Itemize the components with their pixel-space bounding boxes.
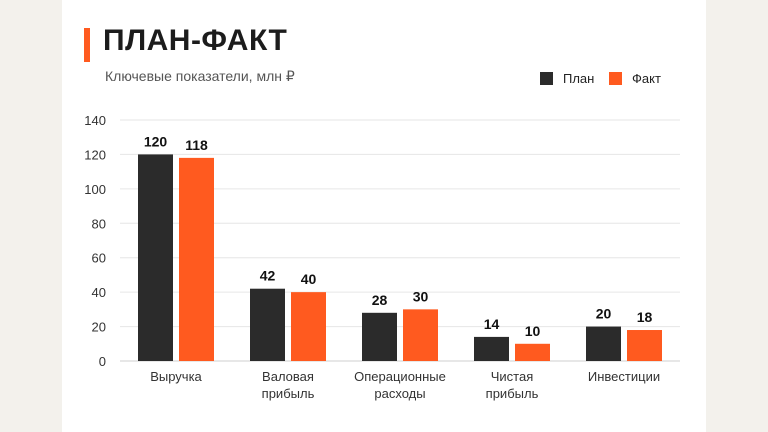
data-label: 42 [260, 268, 276, 284]
y-tick-label: 100 [84, 182, 106, 197]
y-tick-label: 60 [92, 251, 106, 266]
y-tick-label: 120 [84, 147, 106, 162]
title-accent-bar [84, 28, 90, 62]
data-label: 10 [525, 323, 541, 339]
data-label: 14 [484, 316, 500, 332]
data-label: 28 [372, 292, 388, 308]
bar-plan [138, 154, 173, 361]
y-tick-label: 140 [84, 113, 106, 128]
y-tick-label: 40 [92, 285, 106, 300]
x-tick-label: Инвестиции [588, 369, 660, 384]
data-label: 20 [596, 306, 612, 322]
x-tick-label: Операционные [354, 369, 446, 384]
bar-plan [474, 336, 509, 361]
bar-fact [627, 330, 662, 361]
x-tick-label: расходы [374, 386, 425, 401]
chart-title: ПЛАН-ФАКТ [103, 24, 288, 57]
bar-fact [291, 292, 326, 361]
chart-subtitle: Ключевые показатели, млн ₽ [105, 68, 295, 84]
x-tick-label: Чистая [491, 369, 534, 384]
bar-fact [403, 309, 438, 361]
bar-plan [362, 312, 397, 361]
data-label: 40 [301, 271, 317, 287]
legend-swatch-fact [609, 72, 622, 85]
y-tick-label: 20 [92, 320, 106, 335]
bar-plan [586, 326, 621, 361]
y-tick-label: 0 [99, 354, 106, 369]
legend-item-fact: Факт [609, 71, 661, 86]
y-tick-label: 80 [92, 216, 106, 231]
data-label: 30 [413, 288, 429, 304]
data-label: 118 [185, 137, 208, 153]
bar-fact [179, 157, 214, 361]
legend-label-plan: План [563, 71, 595, 86]
data-label: 18 [637, 309, 653, 325]
bar-plan [250, 288, 285, 361]
x-tick-label: прибыль [486, 386, 539, 401]
legend-item-plan: План [540, 71, 594, 86]
data-label: 120 [144, 133, 168, 149]
x-tick-label: прибыль [262, 386, 315, 401]
x-tick-label: Выручка [150, 369, 202, 384]
legend-label-fact: Факт [632, 71, 661, 86]
legend-swatch-plan [540, 72, 553, 85]
x-tick-label: Валовая [262, 369, 314, 384]
bar-fact [515, 343, 550, 361]
